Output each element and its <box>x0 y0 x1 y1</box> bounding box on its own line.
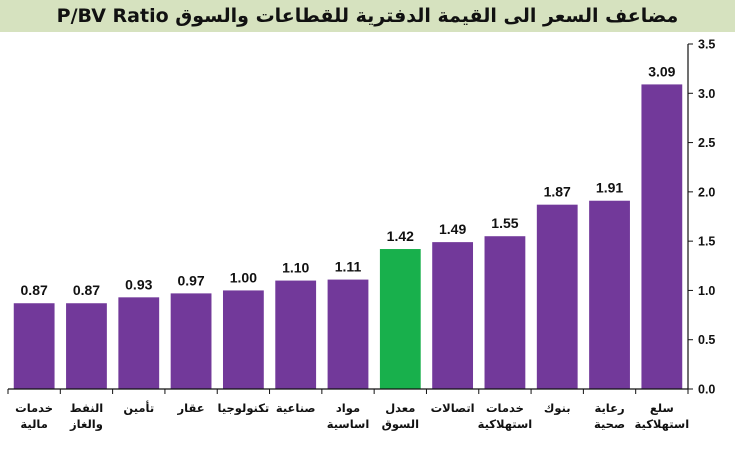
category-label: مواد <box>336 401 360 416</box>
bar <box>66 303 107 389</box>
y-tick-label: 2.5 <box>698 136 715 150</box>
data-label: 1.10 <box>282 260 309 276</box>
data-label: 0.87 <box>73 282 100 298</box>
data-label: 1.91 <box>596 180 623 196</box>
category-label: معدل <box>385 401 415 415</box>
category-label: النفط <box>70 401 104 415</box>
category-label: خدمات <box>15 401 53 415</box>
data-label: 3.09 <box>648 63 675 79</box>
y-tick-label: 0.0 <box>698 383 715 397</box>
bar <box>589 200 630 389</box>
bar <box>379 249 421 389</box>
data-label: 1.49 <box>439 221 466 237</box>
bar <box>275 280 317 389</box>
data-label: 1.11 <box>335 259 362 275</box>
bar <box>13 303 55 389</box>
category-label: بنوك <box>544 401 571 416</box>
category-label: صحية <box>594 417 625 431</box>
category-label: عقار <box>177 401 205 415</box>
bar <box>536 204 578 389</box>
y-tick-label: 0.5 <box>698 333 715 347</box>
data-label: 0.97 <box>177 272 204 288</box>
data-label: 1.87 <box>544 184 571 200</box>
bar <box>484 236 526 389</box>
category-label: رعاية <box>594 401 624 415</box>
data-label: 1.55 <box>491 215 518 231</box>
category-label: استهلاكية <box>478 417 533 431</box>
chart-title: مضاعف السعر الى القيمة الدفترية للقطاعات… <box>56 5 679 27</box>
data-label: 1.42 <box>387 228 414 244</box>
data-label: 1.00 <box>230 269 257 285</box>
bar <box>170 293 212 389</box>
category-label: تكنولوجيا <box>218 401 270 416</box>
y-tick-label: 1.5 <box>698 235 715 249</box>
y-tick-label: 1.0 <box>698 284 715 298</box>
bar <box>118 297 160 389</box>
y-tick-label: 3.5 <box>698 38 715 52</box>
data-label: 0.93 <box>125 276 152 292</box>
chart-title-bar: مضاعف السعر الى القيمة الدفترية للقطاعات… <box>0 0 735 32</box>
category-label: خدمات <box>486 401 524 415</box>
bar <box>327 279 369 389</box>
category-label: مالية <box>20 417 47 431</box>
y-tick-label: 2.0 <box>698 185 715 199</box>
y-tick-label: 3.0 <box>698 87 715 101</box>
category-label: سلع <box>650 401 674 415</box>
category-label: والغاز <box>69 417 103 432</box>
category-label: صناعية <box>276 401 316 415</box>
bar <box>641 84 683 390</box>
bar <box>222 290 264 389</box>
category-label: السوق <box>382 417 419 432</box>
data-label: 0.87 <box>21 282 48 298</box>
category-label: اساسية <box>327 417 370 431</box>
bar <box>432 242 474 389</box>
category-label: اتصالات <box>431 401 475 415</box>
category-label: تأمين <box>123 400 154 415</box>
category-label: استهلاكية <box>635 417 690 431</box>
